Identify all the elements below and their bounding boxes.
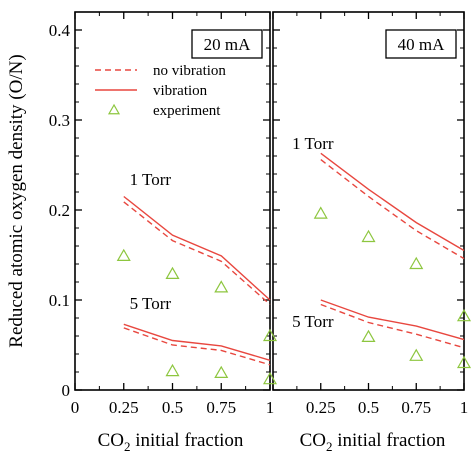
series-line-1-torr-solid xyxy=(123,195,271,301)
legend-symbol-experiment xyxy=(107,103,121,115)
series-lines xyxy=(95,69,465,366)
x-tick-label: 1 xyxy=(460,398,469,417)
experiment-marker xyxy=(116,248,131,261)
series-line-5-torr-dashed xyxy=(123,327,271,366)
y-tick-label: 0.4 xyxy=(49,21,71,40)
panel-label-box xyxy=(191,29,263,59)
y-tick-label: 0.3 xyxy=(49,111,70,130)
series-line-1-torr-dashed xyxy=(320,159,465,260)
x-axis-title: CO2 initial fraction xyxy=(98,430,244,454)
legend-label: vibration xyxy=(153,83,208,99)
panel-label-box xyxy=(385,29,457,59)
series-line-5-torr-dashed xyxy=(320,303,465,349)
x-axis-title-subscript: 2 xyxy=(326,439,333,454)
y-axis-title: Reduced atomic oxygen density (O/N) xyxy=(6,54,27,347)
experiment-marker xyxy=(165,266,180,279)
x-axis-title-prefix: CO xyxy=(300,430,326,451)
x-tick-label: 0.75 xyxy=(206,398,236,417)
series-line-5-torr-solid xyxy=(123,323,271,361)
x-axis-title: CO2 initial fraction xyxy=(300,430,446,454)
x-axis-title-prefix: CO xyxy=(98,430,124,451)
experiment-marker xyxy=(262,371,278,385)
experiment-marker xyxy=(313,206,328,219)
y-tick-label: 0.2 xyxy=(49,201,70,220)
x-axis-title-suffix: initial fraction xyxy=(333,430,446,451)
legend-label: experiment xyxy=(153,103,221,119)
x-tick-label: 0 xyxy=(71,398,80,417)
experiment-marker xyxy=(214,365,229,378)
x-axis-title-suffix: initial fraction xyxy=(131,430,244,451)
experiment-marker xyxy=(456,355,472,369)
x-tick-label: 0.75 xyxy=(401,398,431,417)
experiment-marker xyxy=(456,308,472,322)
experiment-marker xyxy=(361,329,376,342)
pressure-annotation: 1 Torr xyxy=(292,134,334,153)
series-line-1-torr-solid xyxy=(320,152,465,252)
x-tick-label: 0.5 xyxy=(358,398,379,417)
experiment-marker xyxy=(214,280,229,293)
panel-frames xyxy=(74,11,465,391)
pressure-annotation: 5 Torr xyxy=(130,294,172,313)
pressure-annotation: 5 Torr xyxy=(292,312,334,331)
series-line-5-torr-solid xyxy=(320,299,465,341)
x-tick-label: 0.25 xyxy=(306,398,336,417)
legend-label: no vibration xyxy=(153,63,226,79)
panel-label: 40 mA xyxy=(398,35,445,54)
experiment-marker xyxy=(409,348,424,361)
experiment-marker xyxy=(165,363,180,377)
experiment-marker xyxy=(361,229,376,243)
chart-text: 0 0.1 0.2 0.3 0.4 0 0.25 0.5 0.75 1 20 mA 1 Torr 5 T… xyxy=(6,21,468,454)
x-tick-label: 1 xyxy=(266,398,275,417)
y-tick-label: 0.1 xyxy=(49,291,70,310)
experiment-marker xyxy=(262,328,278,342)
x-axis-title-subscript: 2 xyxy=(124,439,131,454)
experiment-marker xyxy=(409,256,424,270)
pressure-annotation: 1 Torr xyxy=(130,170,172,189)
series-line-1-torr-dashed xyxy=(123,201,271,306)
x-tick-label: 0.5 xyxy=(162,398,183,417)
x-tick-label: 0.25 xyxy=(109,398,139,417)
y-tick-label: 0 xyxy=(62,381,71,400)
panel-label: 20 mA xyxy=(204,35,251,54)
experiment-markers xyxy=(107,103,472,385)
panel-frame xyxy=(272,11,465,391)
